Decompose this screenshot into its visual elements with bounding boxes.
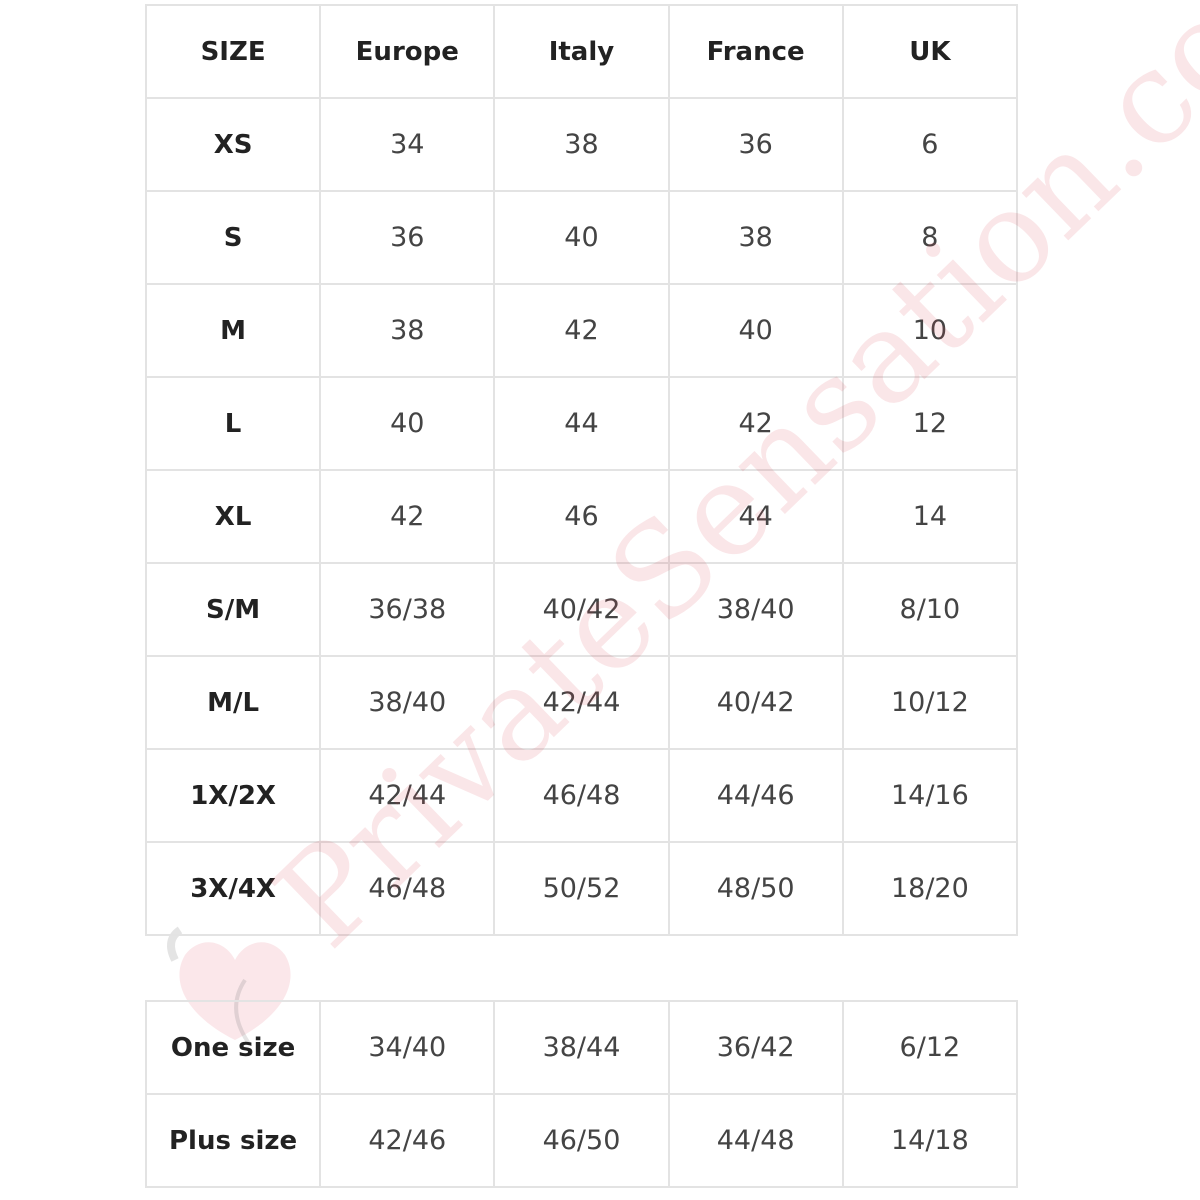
size-value-cell: 8 xyxy=(841,190,1019,285)
table-row: L 40 44 42 12 xyxy=(144,376,1019,471)
size-value-cell: 44 xyxy=(667,469,844,564)
size-label-cell: M/L xyxy=(144,655,322,750)
size-value-cell: 38/40 xyxy=(319,655,496,750)
size-conversion-table: SIZE Europe Italy France UK XS 34 38 36 6 S 36 40 38 8… xyxy=(144,4,1019,936)
size-value-cell: 14/16 xyxy=(841,748,1019,843)
size-value-cell: 42/44 xyxy=(319,748,496,843)
size-value-cell: 40 xyxy=(667,283,844,378)
size-label-cell: 3X/4X xyxy=(144,841,322,936)
table-row: Plus size 42/46 46/50 44/48 14/18 xyxy=(144,1093,1019,1188)
size-label-cell: One size xyxy=(144,1000,322,1095)
header-row: SIZE Europe Italy France UK xyxy=(144,4,1019,99)
size-value-cell: 44 xyxy=(493,376,670,471)
size-value-cell: 38 xyxy=(667,190,844,285)
size-value-cell: 40/42 xyxy=(493,562,670,657)
size-value-cell: 50/52 xyxy=(493,841,670,936)
size-label-cell: L xyxy=(144,376,322,471)
size-value-cell: 44/46 xyxy=(667,748,844,843)
size-value-cell: 36 xyxy=(319,190,496,285)
size-label-cell: S xyxy=(144,190,322,285)
column-header: France xyxy=(667,4,844,99)
size-value-cell: 14/18 xyxy=(841,1093,1019,1188)
size-value-cell: 14 xyxy=(841,469,1019,564)
table-row: M 38 42 40 10 xyxy=(144,283,1019,378)
size-value-cell: 44/48 xyxy=(667,1093,844,1188)
size-label-cell: M xyxy=(144,283,322,378)
size-label-cell: S/M xyxy=(144,562,322,657)
table-row: XL 42 46 44 14 xyxy=(144,469,1019,564)
column-header: Europe xyxy=(319,4,496,99)
size-value-cell: 42 xyxy=(667,376,844,471)
size-value-cell: 38/44 xyxy=(493,1000,670,1095)
size-value-cell: 46/48 xyxy=(319,841,496,936)
size-value-cell: 36 xyxy=(667,97,844,192)
size-value-cell: 18/20 xyxy=(841,841,1019,936)
size-value-cell: 46/50 xyxy=(493,1093,670,1188)
size-value-cell: 48/50 xyxy=(667,841,844,936)
size-value-cell: 42/44 xyxy=(493,655,670,750)
size-value-cell: 46 xyxy=(493,469,670,564)
size-value-cell: 38 xyxy=(319,283,496,378)
size-value-cell: 34/40 xyxy=(319,1000,496,1095)
size-value-cell: 36/42 xyxy=(667,1000,844,1095)
size-value-cell: 38 xyxy=(493,97,670,192)
table-row: XS 34 38 36 6 xyxy=(144,97,1019,192)
table-row: M/L 38/40 42/44 40/42 10/12 xyxy=(144,655,1019,750)
size-value-cell: 42 xyxy=(319,469,496,564)
size-label-cell: 1X/2X xyxy=(144,748,322,843)
size-value-cell: 6/12 xyxy=(841,1000,1019,1095)
size-value-cell: 42/46 xyxy=(319,1093,496,1188)
one-size-plus-size-table: One size 34/40 38/44 36/42 6/12 Plus size 42/4… xyxy=(144,1000,1019,1188)
table-row: S/M 36/38 40/42 38/40 8/10 xyxy=(144,562,1019,657)
size-value-cell: 8/10 xyxy=(841,562,1019,657)
size-value-cell: 42 xyxy=(493,283,670,378)
size-value-cell: 6 xyxy=(841,97,1019,192)
size-value-cell: 38/40 xyxy=(667,562,844,657)
table-row: One size 34/40 38/44 36/42 6/12 xyxy=(144,1000,1019,1095)
column-header: SIZE xyxy=(144,4,322,99)
size-value-cell: 40 xyxy=(319,376,496,471)
size-label-cell: XS xyxy=(144,97,322,192)
size-label-cell: Plus size xyxy=(144,1093,322,1188)
size-label-cell: XL xyxy=(144,469,322,564)
column-header: Italy xyxy=(493,4,670,99)
size-value-cell: 40/42 xyxy=(667,655,844,750)
table-row: 1X/2X 42/44 46/48 44/46 14/16 xyxy=(144,748,1019,843)
size-value-cell: 46/48 xyxy=(493,748,670,843)
size-value-cell: 10/12 xyxy=(841,655,1019,750)
size-value-cell: 12 xyxy=(841,376,1019,471)
size-value-cell: 10 xyxy=(841,283,1019,378)
column-header: UK xyxy=(841,4,1019,99)
table-row: 3X/4X 46/48 50/52 48/50 18/20 xyxy=(144,841,1019,936)
table-row: S 36 40 38 8 xyxy=(144,190,1019,285)
size-value-cell: 36/38 xyxy=(319,562,496,657)
size-value-cell: 40 xyxy=(493,190,670,285)
size-value-cell: 34 xyxy=(319,97,496,192)
